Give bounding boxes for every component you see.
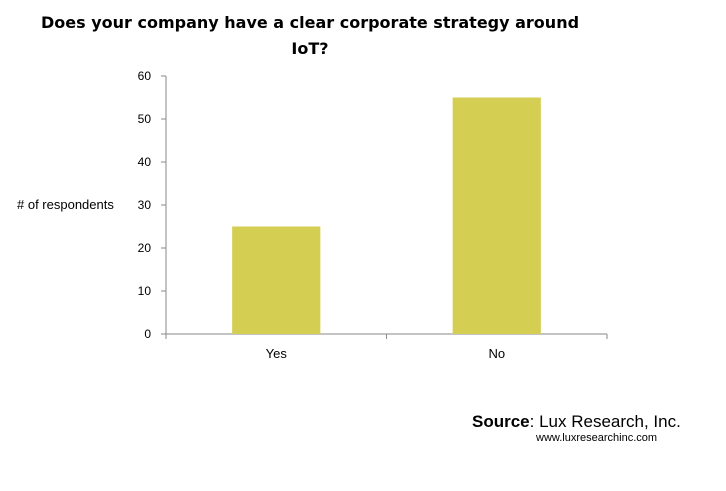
y-tick-label: 0 <box>144 327 151 341</box>
y-tick-label: 10 <box>138 284 152 298</box>
y-tick-label: 60 <box>138 69 152 83</box>
source-label: Source <box>472 412 530 431</box>
y-tick-label: 20 <box>138 241 152 255</box>
bar-yes <box>232 226 321 334</box>
source-url: www.luxresearchinc.com <box>536 432 658 444</box>
y-tick-label: 40 <box>138 155 152 169</box>
source-text: : Lux Research, Inc. <box>529 412 681 431</box>
x-tick-label: No <box>488 346 505 361</box>
y-axis-label: # of respondents <box>17 197 114 212</box>
chart-title: Does your company have a clear corporate… <box>40 13 580 58</box>
chart-title-container: Does your company have a clear corporate… <box>40 10 580 62</box>
chart-labels: 0 10 20 30 40 50 60 Yes No <box>138 69 505 361</box>
x-tick-label: Yes <box>266 346 288 361</box>
source-credit: Source: Lux Research, Inc. <box>472 412 681 432</box>
bar-no <box>452 97 541 334</box>
chart-bars <box>232 97 541 334</box>
y-tick-label: 30 <box>138 198 152 212</box>
y-tick-label: 50 <box>138 112 152 126</box>
